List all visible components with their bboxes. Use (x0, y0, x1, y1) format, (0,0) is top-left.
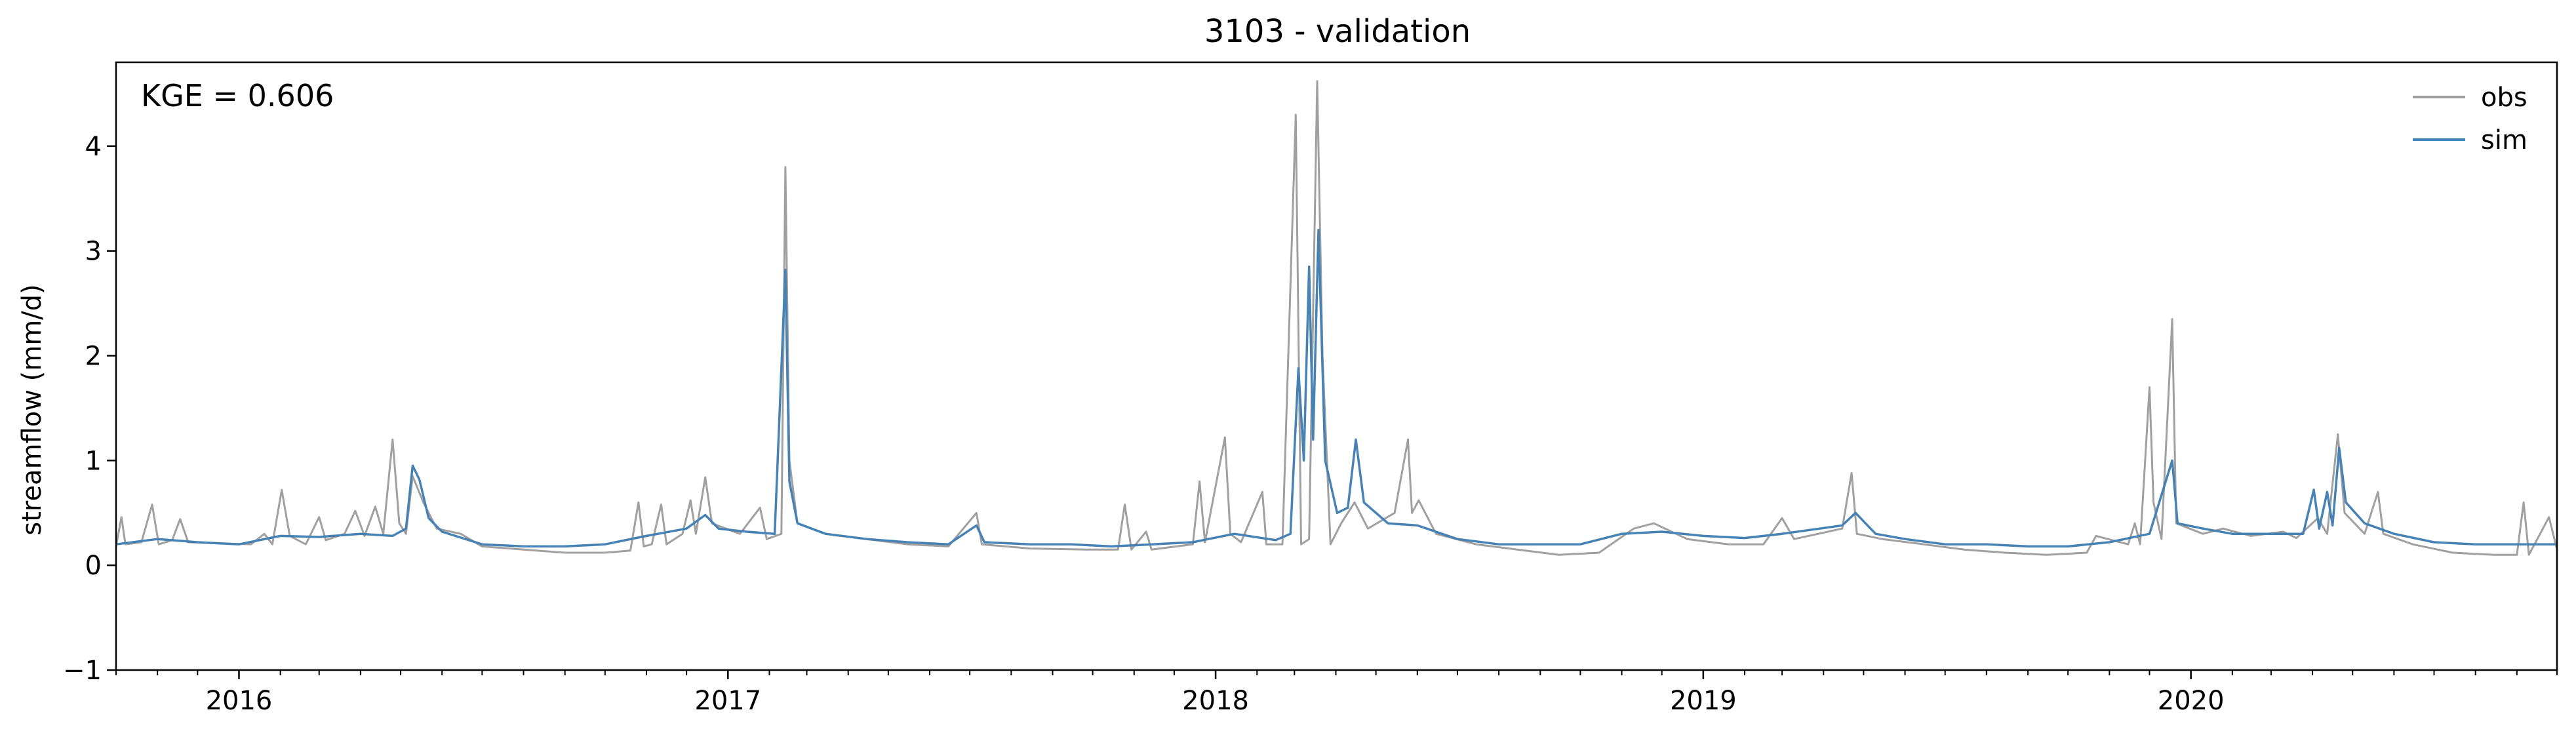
x-axis: 2016 2017 2018 2019 2020 (115, 670, 2558, 716)
plot-area (115, 80, 2558, 556)
kge-annotation: KGE = 0.606 (141, 78, 334, 113)
plot-frame (115, 61, 2558, 671)
y-tick-label: 4 (85, 132, 102, 162)
x-tick-label: 2017 (694, 686, 761, 716)
legend-label-obs: obs (2481, 83, 2527, 113)
y-tick-label: 3 (85, 237, 102, 267)
y-tick-label: 1 (85, 446, 102, 476)
y-axis: −1 0 1 2 3 4 (63, 132, 116, 686)
x-tick-label: 2020 (2158, 686, 2225, 716)
x-tick-label: 2019 (1670, 686, 1737, 716)
y-axis-label: streamflow (mm/d) (17, 284, 47, 535)
series-line-obs (115, 80, 2558, 556)
legend: obs sim (2413, 83, 2527, 155)
y-tick-label: −1 (63, 656, 102, 686)
series-line-sim (115, 228, 2557, 548)
chart-title: 3103 - validation (1204, 13, 1471, 50)
y-tick-label: 0 (85, 551, 102, 581)
legend-label-sim: sim (2481, 125, 2527, 155)
x-tick-label: 2016 (206, 686, 273, 716)
x-tick-label: 2018 (1182, 686, 1249, 716)
y-tick-label: 2 (85, 342, 102, 372)
